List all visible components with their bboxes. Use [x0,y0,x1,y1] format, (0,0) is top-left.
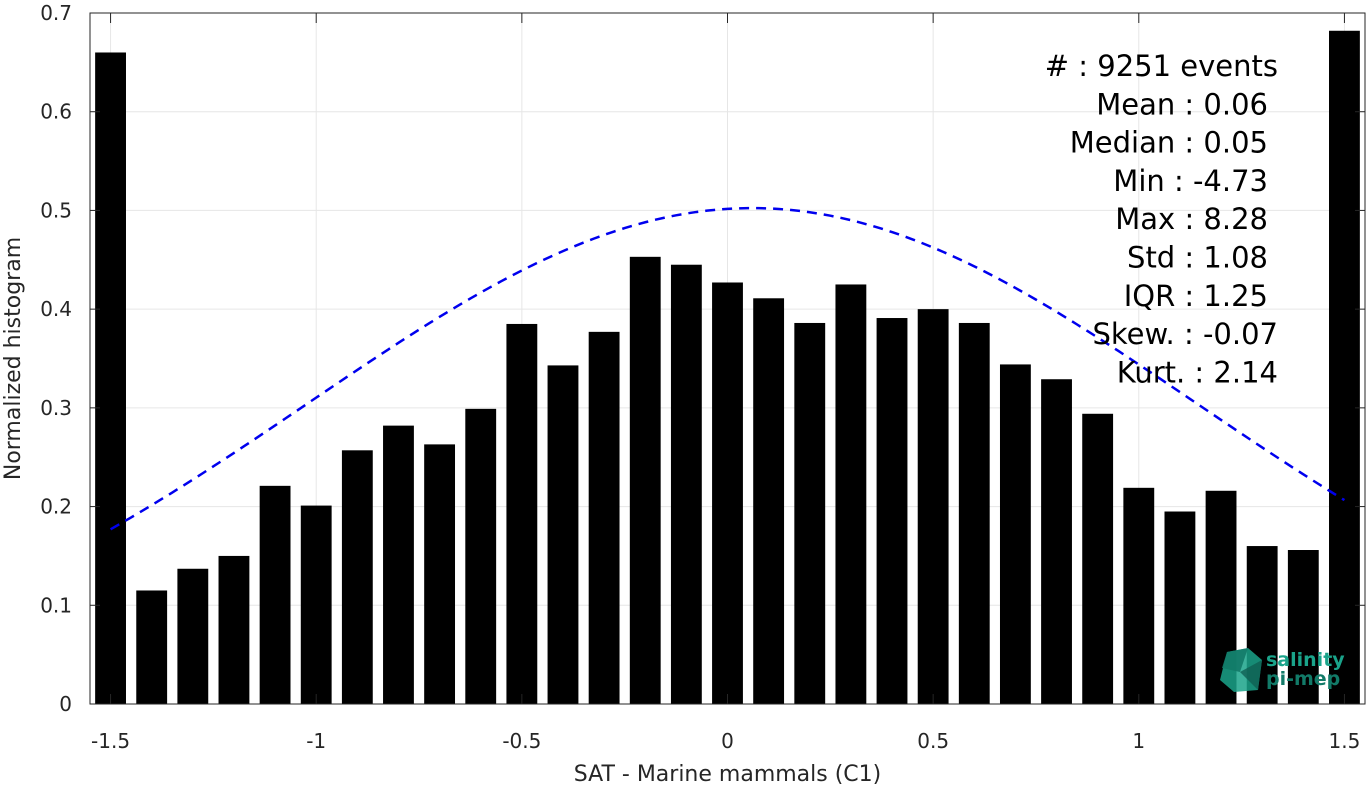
histogram-bar [876,318,908,704]
y-axis-ticks: 0 0.1 0.2 0.3 0.4 0.5 0.6 0.7 [40,1,1365,716]
histogram-bar [218,555,250,704]
stat-line: Skew. : -0.07 [1092,317,1278,351]
histogram-bar [1164,511,1196,704]
x-tick-label: 1 [1132,729,1145,753]
salinity-pimep-logo: salinity pi-mep [1220,648,1345,692]
normal-fit-curve [109,206,1346,531]
x-tick-label: 1.5 [1329,729,1361,753]
x-tick-label: 0 [721,729,734,753]
y-tick-label: 0.4 [40,297,72,321]
histogram-bar [588,331,620,704]
x-tick-label: -0.5 [502,729,541,753]
fit-curve-line [109,206,1346,531]
stat-line: Mean : 0.06 [1096,87,1268,121]
histogram-bar [136,590,168,704]
x-axis-ticks: -1.5 -1 -0.5 0 0.5 1 1.5 [91,13,1360,753]
stat-line: IQR : 1.25 [1124,279,1268,313]
histogram-bar [547,365,579,704]
stat-line: Median : 0.05 [1070,126,1268,160]
stat-line: Min : -4.73 [1113,164,1268,198]
histogram-bar [1082,413,1114,704]
logo-text-line1: salinity [1266,649,1345,671]
histogram-bar [917,309,949,704]
histogram-bars [95,30,1360,705]
y-tick-label: 0.7 [40,1,72,25]
y-tick-label: 0.1 [40,593,72,617]
histogram-bar [712,282,743,704]
histogram-bar [383,425,414,704]
histogram-bar [1329,30,1360,705]
histogram-bar [300,505,332,704]
histogram-bar [341,450,373,704]
histogram-bar [794,322,826,704]
logo-text-line2: pi-mep [1266,668,1340,690]
x-tick-label: -1.5 [91,729,130,753]
stat-line: Std : 1.08 [1127,241,1268,275]
y-axis-label: Normalized histogram [1,237,26,480]
histogram-bar [177,568,209,704]
stat-line: Max : 8.28 [1115,202,1268,236]
histogram-bar [835,284,867,704]
logo-icon [1220,648,1262,692]
histogram-bar [1123,487,1155,704]
histogram-bar [259,485,291,704]
histogram-bar [506,323,538,704]
histogram-bar [958,322,990,704]
histogram-bar [670,264,702,704]
y-tick-label: 0 [59,692,72,716]
y-tick-label: 0.3 [40,396,72,420]
x-axis-label: SAT - Marine mammals (C1) [574,762,882,785]
histogram-bar [753,298,785,704]
x-tick-label: 0.5 [917,729,949,753]
histogram-bar [1287,550,1319,704]
statistics-annotation: # : 9251 events Mean : 0.06 Median : 0.05 M… [1045,49,1278,389]
stat-line: # : 9251 events [1045,49,1278,83]
y-tick-label: 0.5 [40,198,72,222]
histogram-bar [999,364,1031,704]
histogram-bar [629,256,661,704]
histogram-bar [1041,379,1072,704]
x-tick-label: -1 [306,729,326,753]
histogram-bar [424,444,456,704]
stat-line: Kurt. : 2.14 [1117,355,1278,389]
y-tick-label: 0.2 [40,495,72,519]
histogram-bar [465,408,497,704]
y-tick-label: 0.6 [40,100,72,124]
histogram-bar [95,52,126,704]
